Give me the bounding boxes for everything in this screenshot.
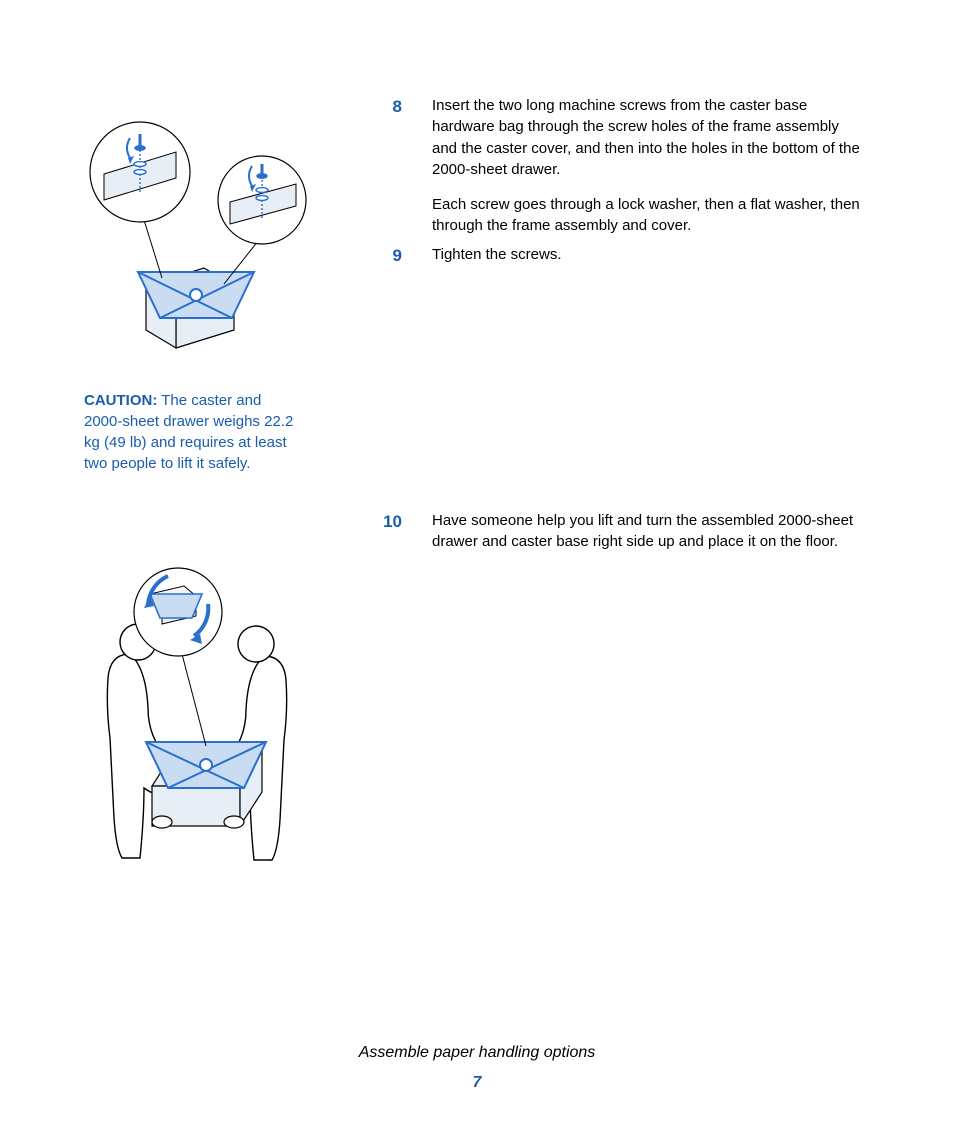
- step-number: 9: [378, 244, 402, 268]
- page-number: 7: [0, 1074, 954, 1092]
- figure-screw-insertion: [84, 108, 308, 368]
- step-number: 10: [378, 510, 402, 534]
- step-text: Each screw goes through a lock washer, t…: [432, 194, 868, 237]
- footer-section-title: Assemble paper handling options: [0, 1044, 954, 1062]
- figure-two-person-lift: [84, 534, 308, 864]
- step-text: Tighten the screws.: [432, 244, 868, 265]
- step-text: Have someone help you lift and turn the …: [432, 510, 868, 553]
- step-8: 8 Insert the two long machine screws fro…: [406, 95, 868, 251]
- caution-note: CAUTION: The caster and 2000-sheet drawe…: [84, 390, 294, 474]
- step-number: 8: [378, 95, 402, 119]
- step-text: Insert the two long machine screws from …: [432, 95, 868, 180]
- caution-label: CAUTION:: [84, 392, 157, 409]
- step-9: 9 Tighten the screws.: [406, 244, 868, 279]
- step-10: 10 Have someone help you lift and turn t…: [406, 510, 868, 567]
